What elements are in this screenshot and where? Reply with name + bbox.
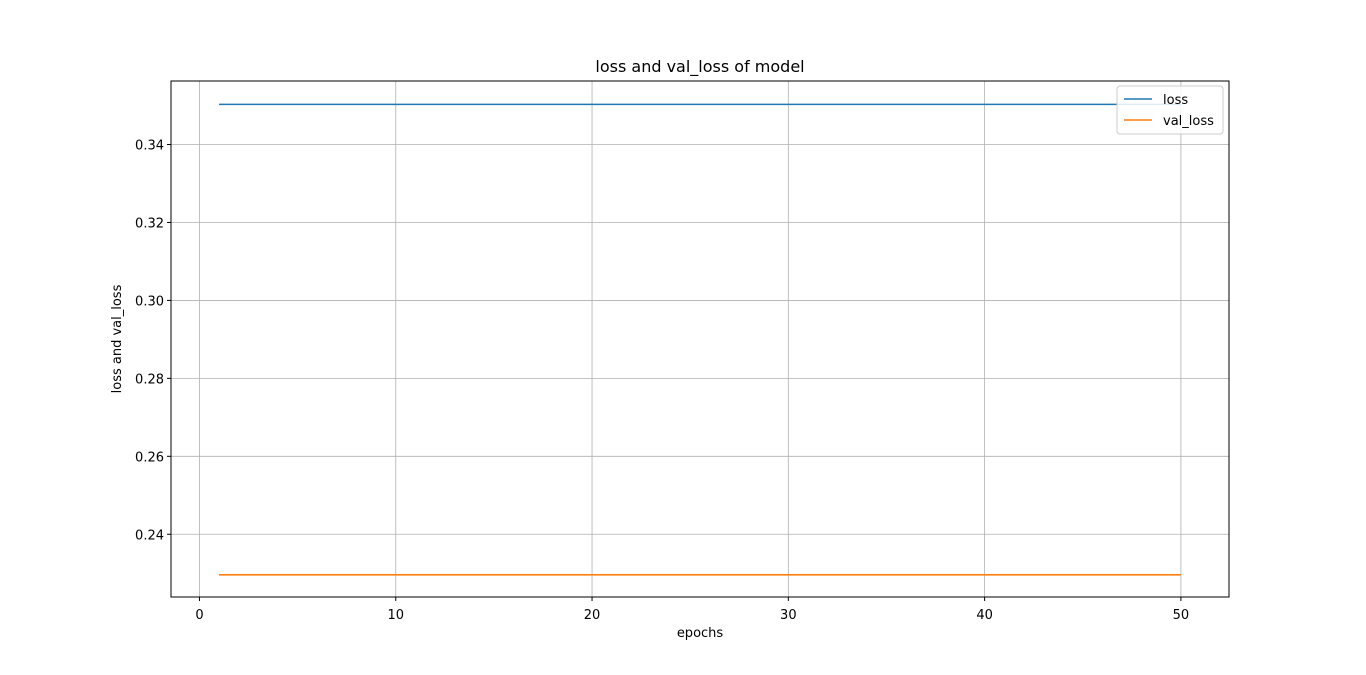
x-axis-label: epochs [677, 626, 724, 641]
axis-ticks: 0 10 20 30 40 50 0.24 0.26 0.28 0.30 0.32 0.34 [135, 139, 1189, 623]
y-tick-label: 0.24 [135, 528, 164, 543]
y-tick-label: 0.28 [135, 372, 164, 387]
x-tick-label: 0 [195, 608, 203, 623]
x-tick-label: 10 [387, 608, 404, 623]
plot-area-frame [170, 80, 1230, 598]
y-tick-label: 0.32 [135, 216, 164, 231]
y-tick-label: 0.34 [135, 139, 164, 154]
y-tick-label: 0.30 [135, 294, 164, 309]
series-lines [219, 103, 1181, 576]
chart-title: loss and val_loss of model [595, 57, 804, 77]
y-tick-label: 0.26 [135, 450, 164, 465]
x-tick-label: 30 [780, 608, 797, 623]
grid-lines [171, 81, 1229, 597]
y-axis-label: loss and val_loss [110, 284, 125, 393]
legend-label-loss: loss [1163, 93, 1188, 108]
legend-label-val-loss: val_loss [1163, 114, 1214, 129]
x-tick-label: 20 [584, 608, 601, 623]
legend-box [1116, 85, 1224, 135]
x-tick-label: 50 [1173, 608, 1190, 623]
legend: loss val_loss [1116, 85, 1224, 135]
x-tick-label: 40 [976, 608, 993, 623]
